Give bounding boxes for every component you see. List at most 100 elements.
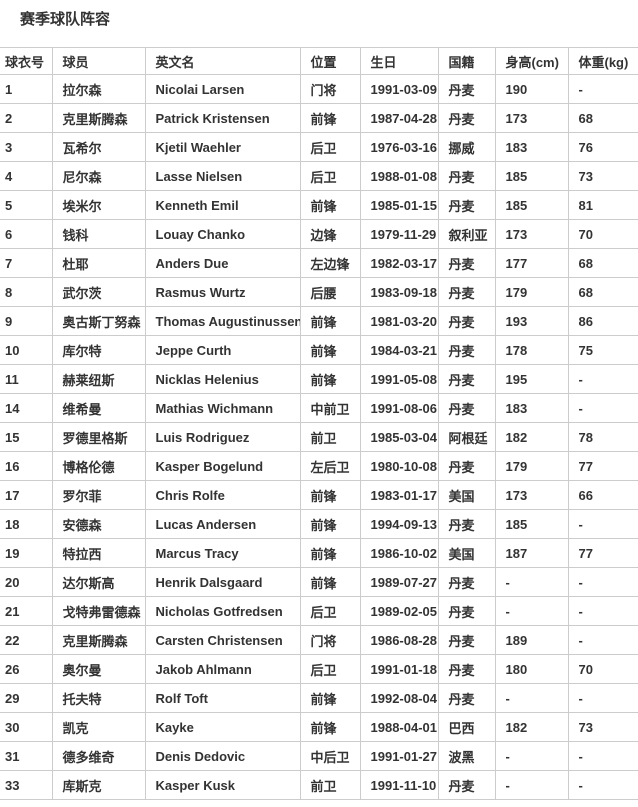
english-name-cell: Carsten Christensen xyxy=(144,625,301,655)
table-header-row: 球衣号 球员 英文名 位置 生日 国籍 身高(cm) 体重(kg) xyxy=(0,47,638,75)
english-name-cell: Mathias Wichmann xyxy=(144,393,301,423)
english-name-cell: Kayke xyxy=(144,712,301,742)
height-cell: - xyxy=(494,683,569,713)
nationality-cell: 丹麦 xyxy=(437,335,496,365)
weight-cell: 77 xyxy=(567,451,638,481)
weight-cell: - xyxy=(567,625,638,655)
nationality-cell: 丹麦 xyxy=(437,770,496,800)
english-name-cell: Kasper Kusk xyxy=(144,770,301,800)
player-name-cell: 杜耶 xyxy=(51,248,146,278)
jersey-number-cell: 14 xyxy=(0,393,53,423)
table-row: 9 奥古斯丁努森 Thomas Augustinussen 前锋 1981-03-20 丹… xyxy=(0,306,638,336)
weight-cell: 86 xyxy=(567,306,638,336)
height-cell: 182 xyxy=(494,422,569,452)
birthday-cell: 1983-01-17 xyxy=(359,480,439,510)
jersey-number-cell: 1 xyxy=(0,74,53,104)
english-name-cell: Rolf Toft xyxy=(144,683,301,713)
weight-cell: 73 xyxy=(567,712,638,742)
table-row: 18 安德森 Lucas Andersen 前锋 1994-09-13 丹麦 185- xyxy=(0,509,638,539)
nationality-cell: 丹麦 xyxy=(437,161,496,191)
table-row: 2 克里斯腾森 Patrick Kristensen 前锋 1987-04-28 丹麦 17… xyxy=(0,103,638,133)
table-row: 3 瓦希尔 Kjetil Waehler 后卫 1976-03-16 挪威 183 76 xyxy=(0,132,638,162)
table-row: 7 杜耶 Anders Due 左边锋 1982-03-17 丹麦 177 68 xyxy=(0,248,638,278)
english-name-cell: Nicklas Helenius xyxy=(144,364,301,394)
birthday-cell: 1976-03-16 xyxy=(359,132,439,162)
player-name-cell: 瓦希尔 xyxy=(51,132,146,162)
weight-cell: - xyxy=(567,683,638,713)
column-header-position: 位置 xyxy=(299,47,361,75)
english-name-cell: Louay Chanko xyxy=(144,219,301,249)
nationality-cell: 丹麦 xyxy=(437,248,496,278)
player-name-cell: 克里斯腾森 xyxy=(51,625,146,655)
column-header-english-name: 英文名 xyxy=(144,47,301,75)
jersey-number-cell: 11 xyxy=(0,364,53,394)
height-cell: 193 xyxy=(494,306,569,336)
jersey-number-cell: 6 xyxy=(0,219,53,249)
position-cell: 前锋 xyxy=(299,538,361,568)
height-cell: 178 xyxy=(494,335,569,365)
english-name-cell: Denis Dedovic xyxy=(144,741,301,771)
nationality-cell: 丹麦 xyxy=(437,509,496,539)
jersey-number-cell: 19 xyxy=(0,538,53,568)
birthday-cell: 1991-01-27 xyxy=(359,741,439,771)
player-name-cell: 奥尔曼 xyxy=(51,654,146,684)
position-cell: 前锋 xyxy=(299,712,361,742)
english-name-cell: Patrick Kristensen xyxy=(144,103,301,133)
jersey-number-cell: 7 xyxy=(0,248,53,278)
height-cell: 195 xyxy=(494,364,569,394)
jersey-number-cell: 17 xyxy=(0,480,53,510)
nationality-cell: 丹麦 xyxy=(437,190,496,220)
height-cell: 173 xyxy=(494,219,569,249)
height-cell: - xyxy=(494,741,569,771)
birthday-cell: 1985-03-04 xyxy=(359,422,439,452)
birthday-cell: 1987-04-28 xyxy=(359,103,439,133)
weight-cell: 77 xyxy=(567,538,638,568)
birthday-cell: 1980-10-08 xyxy=(359,451,439,481)
player-name-cell: 罗尔菲 xyxy=(51,480,146,510)
english-name-cell: Jeppe Curth xyxy=(144,335,301,365)
player-name-cell: 特拉西 xyxy=(51,538,146,568)
column-header-nationality: 国籍 xyxy=(437,47,496,75)
player-name-cell: 赫莱纽斯 xyxy=(51,364,146,394)
position-cell: 前卫 xyxy=(299,422,361,452)
nationality-cell: 叙利亚 xyxy=(437,219,496,249)
height-cell: - xyxy=(494,770,569,800)
player-name-cell: 凯克 xyxy=(51,712,146,742)
position-cell: 后卫 xyxy=(299,132,361,162)
table-row: 8 武尔茨 Rasmus Wurtz 后腰 1983-09-18 丹麦 179 68 xyxy=(0,277,638,307)
player-name-cell: 拉尔森 xyxy=(51,74,146,104)
page-title: 赛季球队阵容 xyxy=(20,11,111,28)
position-cell: 后腰 xyxy=(299,277,361,307)
player-name-cell: 德多维奇 xyxy=(51,741,146,771)
position-cell: 前卫 xyxy=(299,770,361,800)
height-cell: 185 xyxy=(494,509,569,539)
birthday-cell: 1979-11-29 xyxy=(359,219,439,249)
jersey-number-cell: 3 xyxy=(0,132,53,162)
weight-cell: 68 xyxy=(567,103,638,133)
column-header-weight: 体重(kg) xyxy=(567,47,638,75)
jersey-number-cell: 29 xyxy=(0,683,53,713)
nationality-cell: 阿根廷 xyxy=(437,422,496,452)
weight-cell: - xyxy=(567,596,638,626)
english-name-cell: Lucas Andersen xyxy=(144,509,301,539)
birthday-cell: 1985-01-15 xyxy=(359,190,439,220)
player-name-cell: 克里斯腾森 xyxy=(51,103,146,133)
english-name-cell: Jakob Ahlmann xyxy=(144,654,301,684)
table-row: 17 罗尔菲 Chris Rolfe 前锋 1983-01-17 美国 173 66 xyxy=(0,480,638,510)
table-row: 15 罗德里格斯 Luis Rodriguez 前卫 1985-03-04 阿根廷 182 7… xyxy=(0,422,638,452)
position-cell: 前锋 xyxy=(299,103,361,133)
jersey-number-cell: 22 xyxy=(0,625,53,655)
player-name-cell: 库尔特 xyxy=(51,335,146,365)
jersey-number-cell: 9 xyxy=(0,306,53,336)
jersey-number-cell: 33 xyxy=(0,770,53,800)
birthday-cell: 1994-09-13 xyxy=(359,509,439,539)
jersey-number-cell: 31 xyxy=(0,741,53,771)
nationality-cell: 美国 xyxy=(437,538,496,568)
jersey-number-cell: 26 xyxy=(0,654,53,684)
birthday-cell: 1991-01-18 xyxy=(359,654,439,684)
table-row: 6 钱科 Louay Chanko 边锋 1979-11-29 叙利亚 173 70 xyxy=(0,219,638,249)
table-row: 1 拉尔森 Nicolai Larsen 门将 1991-03-09 丹麦 190- xyxy=(0,74,638,104)
height-cell: 173 xyxy=(494,480,569,510)
english-name-cell: Lasse Nielsen xyxy=(144,161,301,191)
jersey-number-cell: 15 xyxy=(0,422,53,452)
